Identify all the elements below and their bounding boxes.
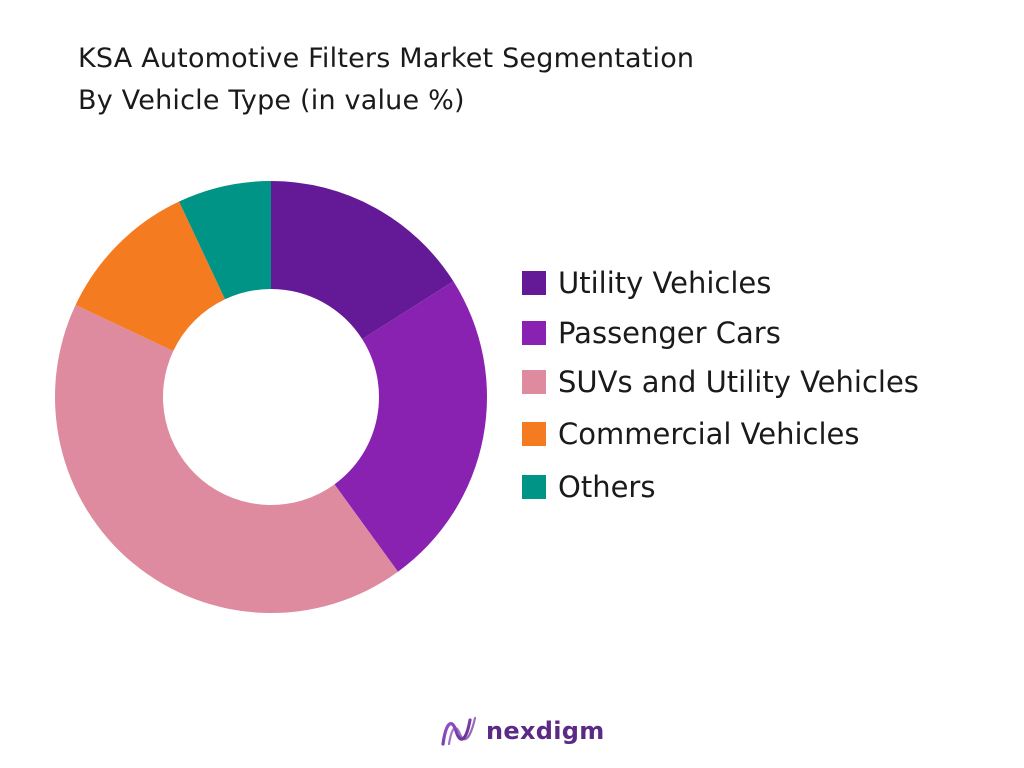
legend-label: SUVs and Utility Vehicles xyxy=(558,365,919,399)
legend-item-suvs: SUVs and Utility Vehicles xyxy=(522,358,919,406)
legend-item-commercial-vehicles: Commercial Vehicles xyxy=(522,406,919,462)
chart-legend: Utility Vehicles Passenger Cars SUVs and… xyxy=(522,258,919,512)
legend-item-utility-vehicles: Utility Vehicles xyxy=(522,258,919,308)
legend-item-others: Others xyxy=(522,462,919,512)
legend-swatch xyxy=(522,370,546,394)
legend-swatch xyxy=(522,422,546,446)
legend-label: Commercial Vehicles xyxy=(558,417,860,451)
legend-label: Utility Vehicles xyxy=(558,266,772,300)
slice-others xyxy=(179,181,271,300)
brand-logo: nexdigm xyxy=(440,714,605,748)
legend-swatch xyxy=(522,321,546,345)
chart-subtitle: By Vehicle Type (in value %) xyxy=(78,85,465,116)
legend-swatch xyxy=(522,475,546,499)
donut-slices xyxy=(54,181,487,614)
slice-utility-vehicles xyxy=(271,181,454,340)
slice-passenger-cars xyxy=(334,281,487,572)
nexdigm-wave-logo-icon xyxy=(441,716,477,746)
slice-commercial-vehicles xyxy=(75,201,226,352)
legend-swatch xyxy=(522,271,546,295)
slice-suvs xyxy=(54,305,398,614)
chart-title-block: KSA Automotive Filters Market Segmentati… xyxy=(78,38,694,122)
brand-name: nexdigm xyxy=(486,717,605,745)
legend-item-passenger-cars: Passenger Cars xyxy=(522,308,919,358)
legend-label: Passenger Cars xyxy=(558,316,781,350)
chart-title: KSA Automotive Filters Market Segmentati… xyxy=(78,43,695,74)
legend-label: Others xyxy=(558,470,656,504)
